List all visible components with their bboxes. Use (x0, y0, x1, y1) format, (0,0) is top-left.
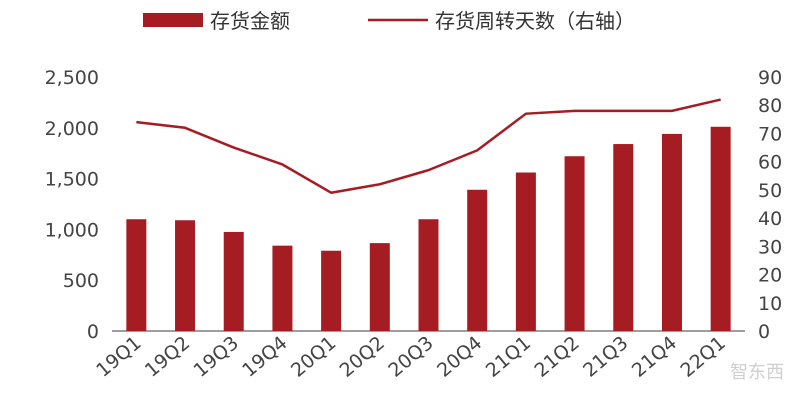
x-tick-label: 20Q1 (287, 332, 340, 382)
legend: 存货金额 存货周转天数（右轴） (143, 9, 635, 33)
legend-line-label: 存货周转天数（右轴） (435, 9, 635, 33)
bar (564, 156, 585, 331)
y-left-tick-label: 0 (87, 321, 99, 343)
line-series (136, 98, 721, 194)
y-left-tick-label: 1,500 (45, 169, 99, 191)
bar (661, 133, 682, 331)
bar (272, 245, 293, 331)
bar (710, 126, 731, 331)
bar (175, 220, 196, 331)
x-tick-label: 22Q1 (676, 332, 729, 382)
y-right-tick-label: 30 (758, 236, 782, 258)
x-axis-labels: 19Q119Q219Q319Q420Q120Q220Q320Q421Q121Q2… (92, 332, 730, 382)
watermark-logo: 智东西 (730, 362, 784, 383)
legend-bar-label: 存货金额 (210, 9, 290, 33)
bar (515, 172, 536, 331)
bar (223, 231, 244, 331)
x-tick-label: 21Q4 (628, 332, 681, 382)
y-right-tick-label: 10 (758, 293, 782, 315)
x-tick-label: 19Q1 (92, 332, 145, 382)
y-right-tick-label: 80 (758, 95, 782, 117)
bar (126, 219, 147, 331)
axes: 0 500 1,000 1,500 2,000 2,500 0 10 20 30 40 50 60 70 8… (45, 67, 783, 343)
x-tick-label: 21Q1 (482, 332, 535, 382)
x-tick-label: 19Q3 (190, 332, 243, 382)
x-tick-label: 20Q3 (384, 332, 437, 382)
legend-bar-swatch (143, 13, 203, 27)
x-tick-label: 19Q4 (238, 332, 291, 382)
x-tick-label: 19Q2 (141, 332, 194, 382)
y-right-tick-label: 90 (758, 67, 782, 89)
x-tick-label: 20Q4 (433, 332, 486, 382)
bar (321, 250, 342, 331)
bar (467, 189, 488, 331)
y-right-tick-label: 0 (758, 321, 770, 343)
x-tick-label: 21Q3 (579, 332, 632, 382)
bar (369, 243, 390, 331)
y-right-tick-label: 70 (758, 123, 782, 145)
y-left-tick-label: 1,000 (45, 219, 99, 241)
y-right-tick-label: 50 (758, 180, 782, 202)
y-left-tick-label: 2,000 (45, 118, 99, 140)
x-tick-label: 21Q2 (530, 332, 583, 382)
y-right-tick-label: 40 (758, 208, 782, 230)
bar (613, 144, 634, 331)
x-tick-label: 20Q2 (336, 332, 389, 382)
y-right-tick-label: 20 (758, 265, 782, 287)
bar (418, 219, 439, 331)
y-left-tick-label: 500 (63, 270, 99, 292)
line-series-path (136, 98, 721, 194)
bars (126, 126, 731, 331)
y-left-tick-label: 2,500 (45, 67, 99, 89)
y-right-tick-label: 60 (758, 152, 782, 174)
